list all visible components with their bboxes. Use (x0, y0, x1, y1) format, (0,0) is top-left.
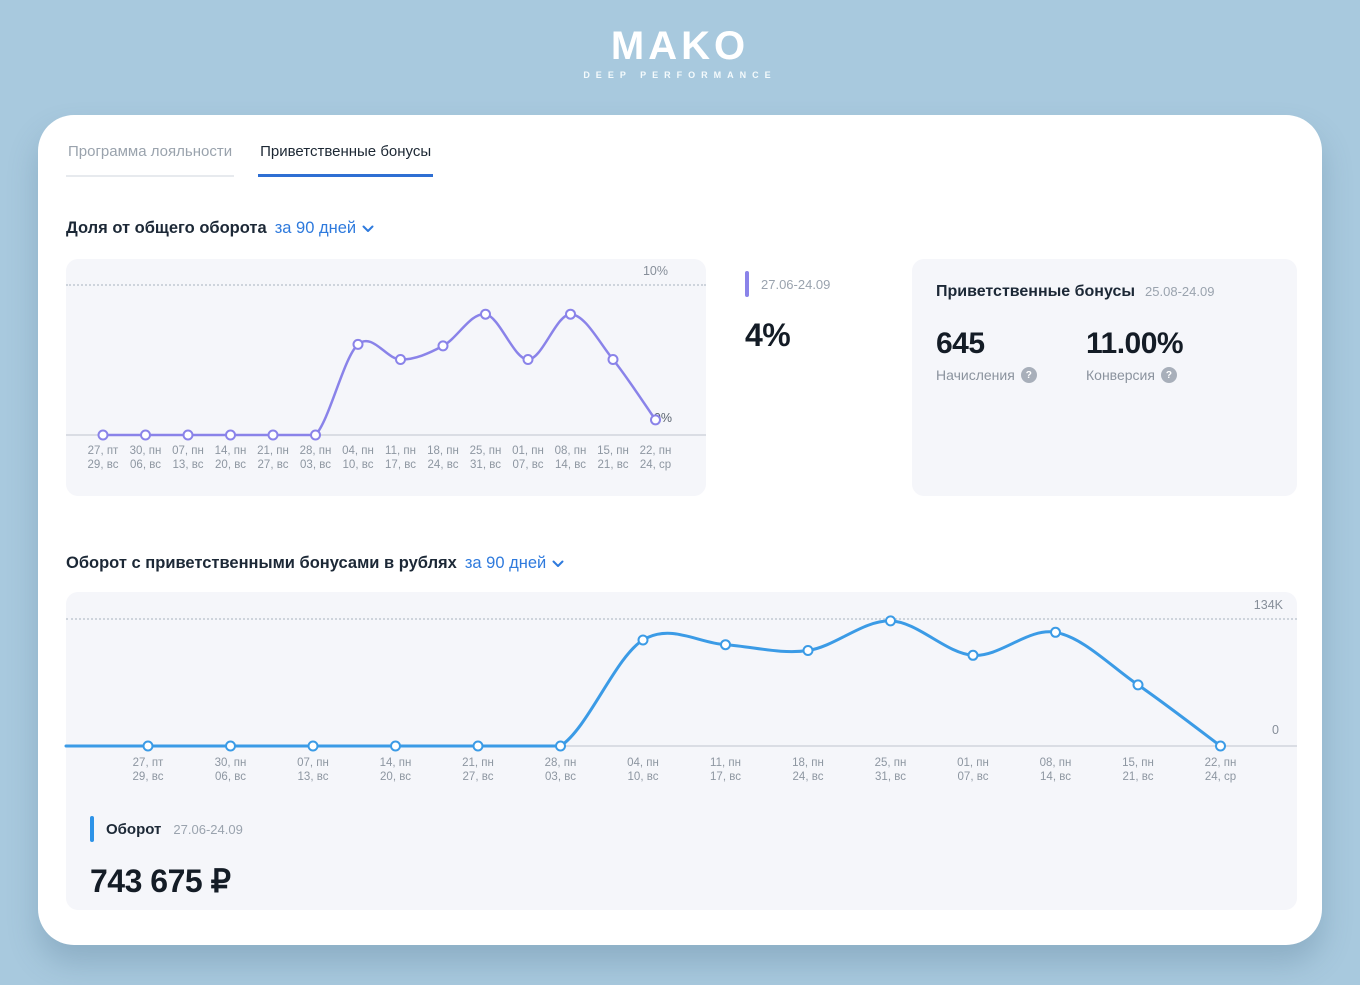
x-axis-label: 04, пн 10, вс (627, 757, 659, 783)
metric-label: Начисления (936, 367, 1015, 383)
turnover-chart-legend: Оборот 27.06-24.09 743 675 ₽ (90, 816, 243, 900)
legend-period: 27.06-24.09 (761, 276, 831, 292)
period-select[interactable]: за 90 дней (465, 554, 564, 573)
y-max-label: 134K (1253, 598, 1283, 612)
share-chart-panel: 10% 0% 27, пт 29, вс 30, пн 06, вс 07, п… (66, 259, 706, 496)
x-axis-label: 07, пн 13, вс (172, 445, 204, 471)
chevron-down-icon (552, 560, 564, 567)
x-axis-label: 21, пн 27, вс (257, 445, 289, 471)
period-select-label: за 90 дней (274, 219, 357, 237)
x-axis-label: 04, пн 10, вс (342, 445, 374, 471)
welcome-bonuses-stats-card: Приветственные бонусы 25.08-24.09 645 На… (912, 259, 1297, 496)
x-axis-label: 11, пн 17, вс (710, 757, 741, 783)
x-axis-label: 15, пн 21, вс (597, 445, 629, 471)
tab-loyalty-program[interactable]: Программа лояльности (66, 135, 235, 177)
tab-bar: Программа лояльности Приветственные бону… (66, 135, 1294, 177)
brand-logo-subtitle: DEEP PERFORMANCE (583, 70, 777, 80)
period-select-label: за 90 дней (464, 554, 547, 572)
stat-metric: 645 Начисления ? (936, 327, 1086, 383)
x-axis-label: 11, пн 17, вс (385, 445, 416, 471)
x-axis-label: 01, пн 07, вс (512, 445, 544, 471)
chart-top-gridline (66, 618, 1297, 620)
x-axis-label: 08, пн 14, вс (554, 445, 587, 471)
metric-label: Конверсия (1086, 367, 1155, 383)
x-axis-label: 01, пн 07, вс (957, 757, 989, 783)
x-axis-label: 27, пт 29, вс (87, 445, 119, 471)
share-total-value: 4% (745, 317, 791, 353)
brand-logo-title: MAKO (610, 24, 750, 68)
share-chart-legend: 27.06-24.09 4% (745, 271, 830, 354)
x-axis-label: 22, пн 24, ср (1204, 757, 1237, 783)
x-axis-label: 25, пн 31, вс (469, 445, 502, 471)
x-axis-label: 21, пн 27, вс (462, 757, 494, 783)
x-axis-label: 14, пн 20, вс (214, 445, 247, 471)
x-axis-label: 28, пн 03, вс (544, 757, 577, 783)
y-max-label: 10% (642, 264, 668, 278)
x-axis-label: 15, пн 21, вс (1122, 757, 1154, 783)
metric-value: 11.00% (1086, 327, 1184, 360)
help-icon[interactable]: ? (1020, 367, 1037, 383)
legend-row: 27.06-24.09 (745, 271, 830, 297)
x-axis-label: 25, пн 31, вс (874, 757, 907, 783)
period-select[interactable]: за 90 дней (275, 219, 374, 238)
stat-metric: 11.00% Конверсия ? (1086, 327, 1236, 383)
stats-card-period: 25.08-24.09 (1145, 284, 1215, 299)
x-axis-label: 08, пн 14, вс (1039, 757, 1072, 783)
x-axis-label: 28, пн 03, вс (299, 445, 332, 471)
turnover-total-value: 743 675 ₽ (90, 863, 231, 899)
x-axis-label: 27, пт 29, вс (132, 757, 164, 783)
legend-color-bar (90, 816, 94, 842)
turnover-chart-panel: 134K 0 27, пт 29, вс 30, пн 06, вс 07, п… (64, 592, 1297, 910)
stats-metrics: 645 Начисления ? 11.00% Конверсия ? (936, 327, 1273, 383)
x-axis-label: 18, пн 24, вс (792, 757, 824, 783)
brand-logo: MAKO DEEP PERFORMANCE (0, 0, 1360, 80)
chart-top-gridline (66, 284, 706, 286)
share-chart-row: 10% 0% 27, пт 29, вс 30, пн 06, вс 07, п… (66, 259, 1297, 496)
legend-period: 27.06-24.09 (173, 821, 243, 837)
x-axis-label: 30, пн 06, вс (129, 445, 162, 471)
y-zero-label: 0 (1272, 723, 1279, 737)
x-axis-label: 14, пн 20, вс (379, 757, 412, 783)
share-line-chart (66, 259, 706, 449)
x-axis-label: 30, пн 06, вс (214, 757, 247, 783)
section-turnover-header: Оборот с приветственными бонусами в рубл… (66, 554, 1294, 573)
legend-series-name: Оборот (106, 820, 162, 838)
x-axis-label: 22, пн 24, ср (639, 445, 672, 471)
tab-welcome-bonuses[interactable]: Приветственные бонусы (258, 135, 434, 177)
stats-card-title: Приветственные бонусы (936, 283, 1136, 300)
help-icon[interactable]: ? (1160, 367, 1177, 383)
legend-color-bar (745, 271, 749, 297)
chevron-down-icon (362, 225, 374, 232)
dashboard-card: Программа лояльности Приветственные бону… (38, 115, 1322, 945)
x-axis-label: 18, пн 24, вс (427, 445, 459, 471)
section-title: Доля от общего оборота (66, 219, 267, 237)
stats-card-header: Приветственные бонусы 25.08-24.09 (936, 283, 1273, 301)
section-title: Оборот с приветственными бонусами в рубл… (66, 554, 457, 572)
section-share-of-turnover-header: Доля от общего оборота за 90 дней (66, 219, 1294, 238)
legend-row: Оборот 27.06-24.09 (90, 816, 243, 842)
x-axis-label: 07, пн 13, вс (297, 757, 329, 783)
turnover-line-chart (64, 592, 1297, 760)
metric-value: 645 (936, 327, 985, 360)
